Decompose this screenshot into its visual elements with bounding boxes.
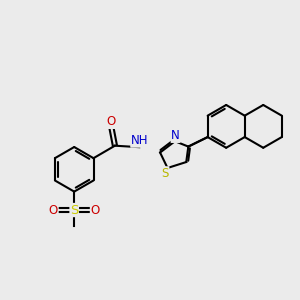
Text: O: O: [90, 203, 100, 217]
Text: N: N: [171, 129, 180, 142]
Text: S: S: [70, 203, 78, 217]
Text: S: S: [161, 167, 169, 180]
Text: NH: NH: [131, 134, 148, 147]
Text: O: O: [49, 203, 58, 217]
Text: O: O: [107, 116, 116, 128]
